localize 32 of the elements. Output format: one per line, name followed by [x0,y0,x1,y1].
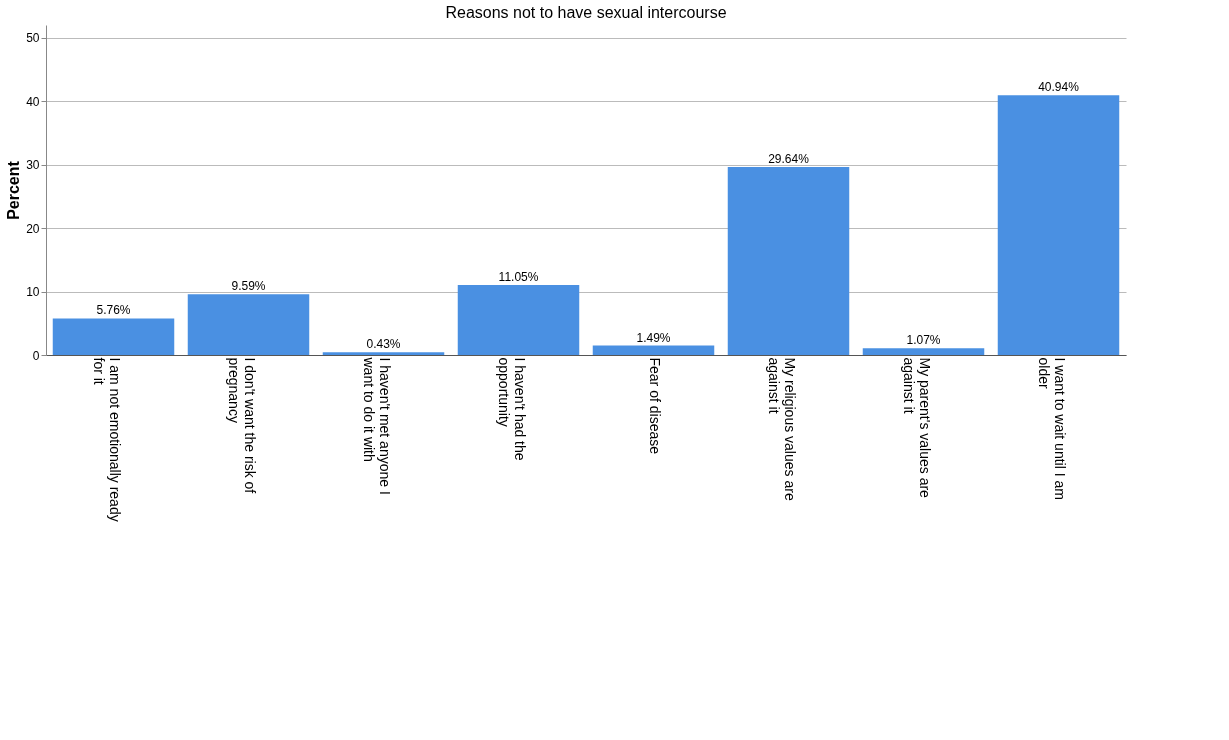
y-tick-label: 20 [26,221,40,236]
x-tick-label: I haven't had the opportunity [495,357,528,461]
chart-title: Reasons not to have sexual intercourse [445,4,727,21]
x-tick-label: I am not emotionally ready for it [90,357,123,522]
y-tick-label: 0 [32,348,40,363]
bar [52,318,175,355]
data-label: 40.94% [1038,80,1080,95]
y-tick-label: 30 [26,158,40,173]
data-label: 5.76% [96,303,131,318]
y-axis-title: Percent [5,160,23,220]
bar [997,95,1120,355]
x-tick-label: I don't want the risk of pregnancy [225,357,258,494]
y-tick-label: 10 [26,285,40,300]
x-tick-label: My religious values are against it [765,357,798,501]
y-tick-label: 40 [26,94,40,109]
data-label: 0.43% [366,337,401,352]
bar [592,345,715,355]
data-label: 11.05% [498,269,539,284]
x-tick-label: I haven't met anyone I want to do it with [360,356,393,495]
data-label: 9.59% [231,279,266,294]
bar [187,294,310,355]
y-tick-label: 50 [26,31,40,46]
x-tick-label: I want to wait until I am older [1035,357,1068,500]
x-tick-label: My parent's values are against it [900,357,933,499]
bar [862,348,985,355]
data-label: 29.64% [768,151,810,166]
bar [322,352,445,355]
data-label: 1.07% [906,333,941,348]
data-label: 1.49% [636,330,671,345]
x-tick-label: Fear of disease [646,357,663,455]
bar [727,166,850,355]
bar [457,284,580,355]
